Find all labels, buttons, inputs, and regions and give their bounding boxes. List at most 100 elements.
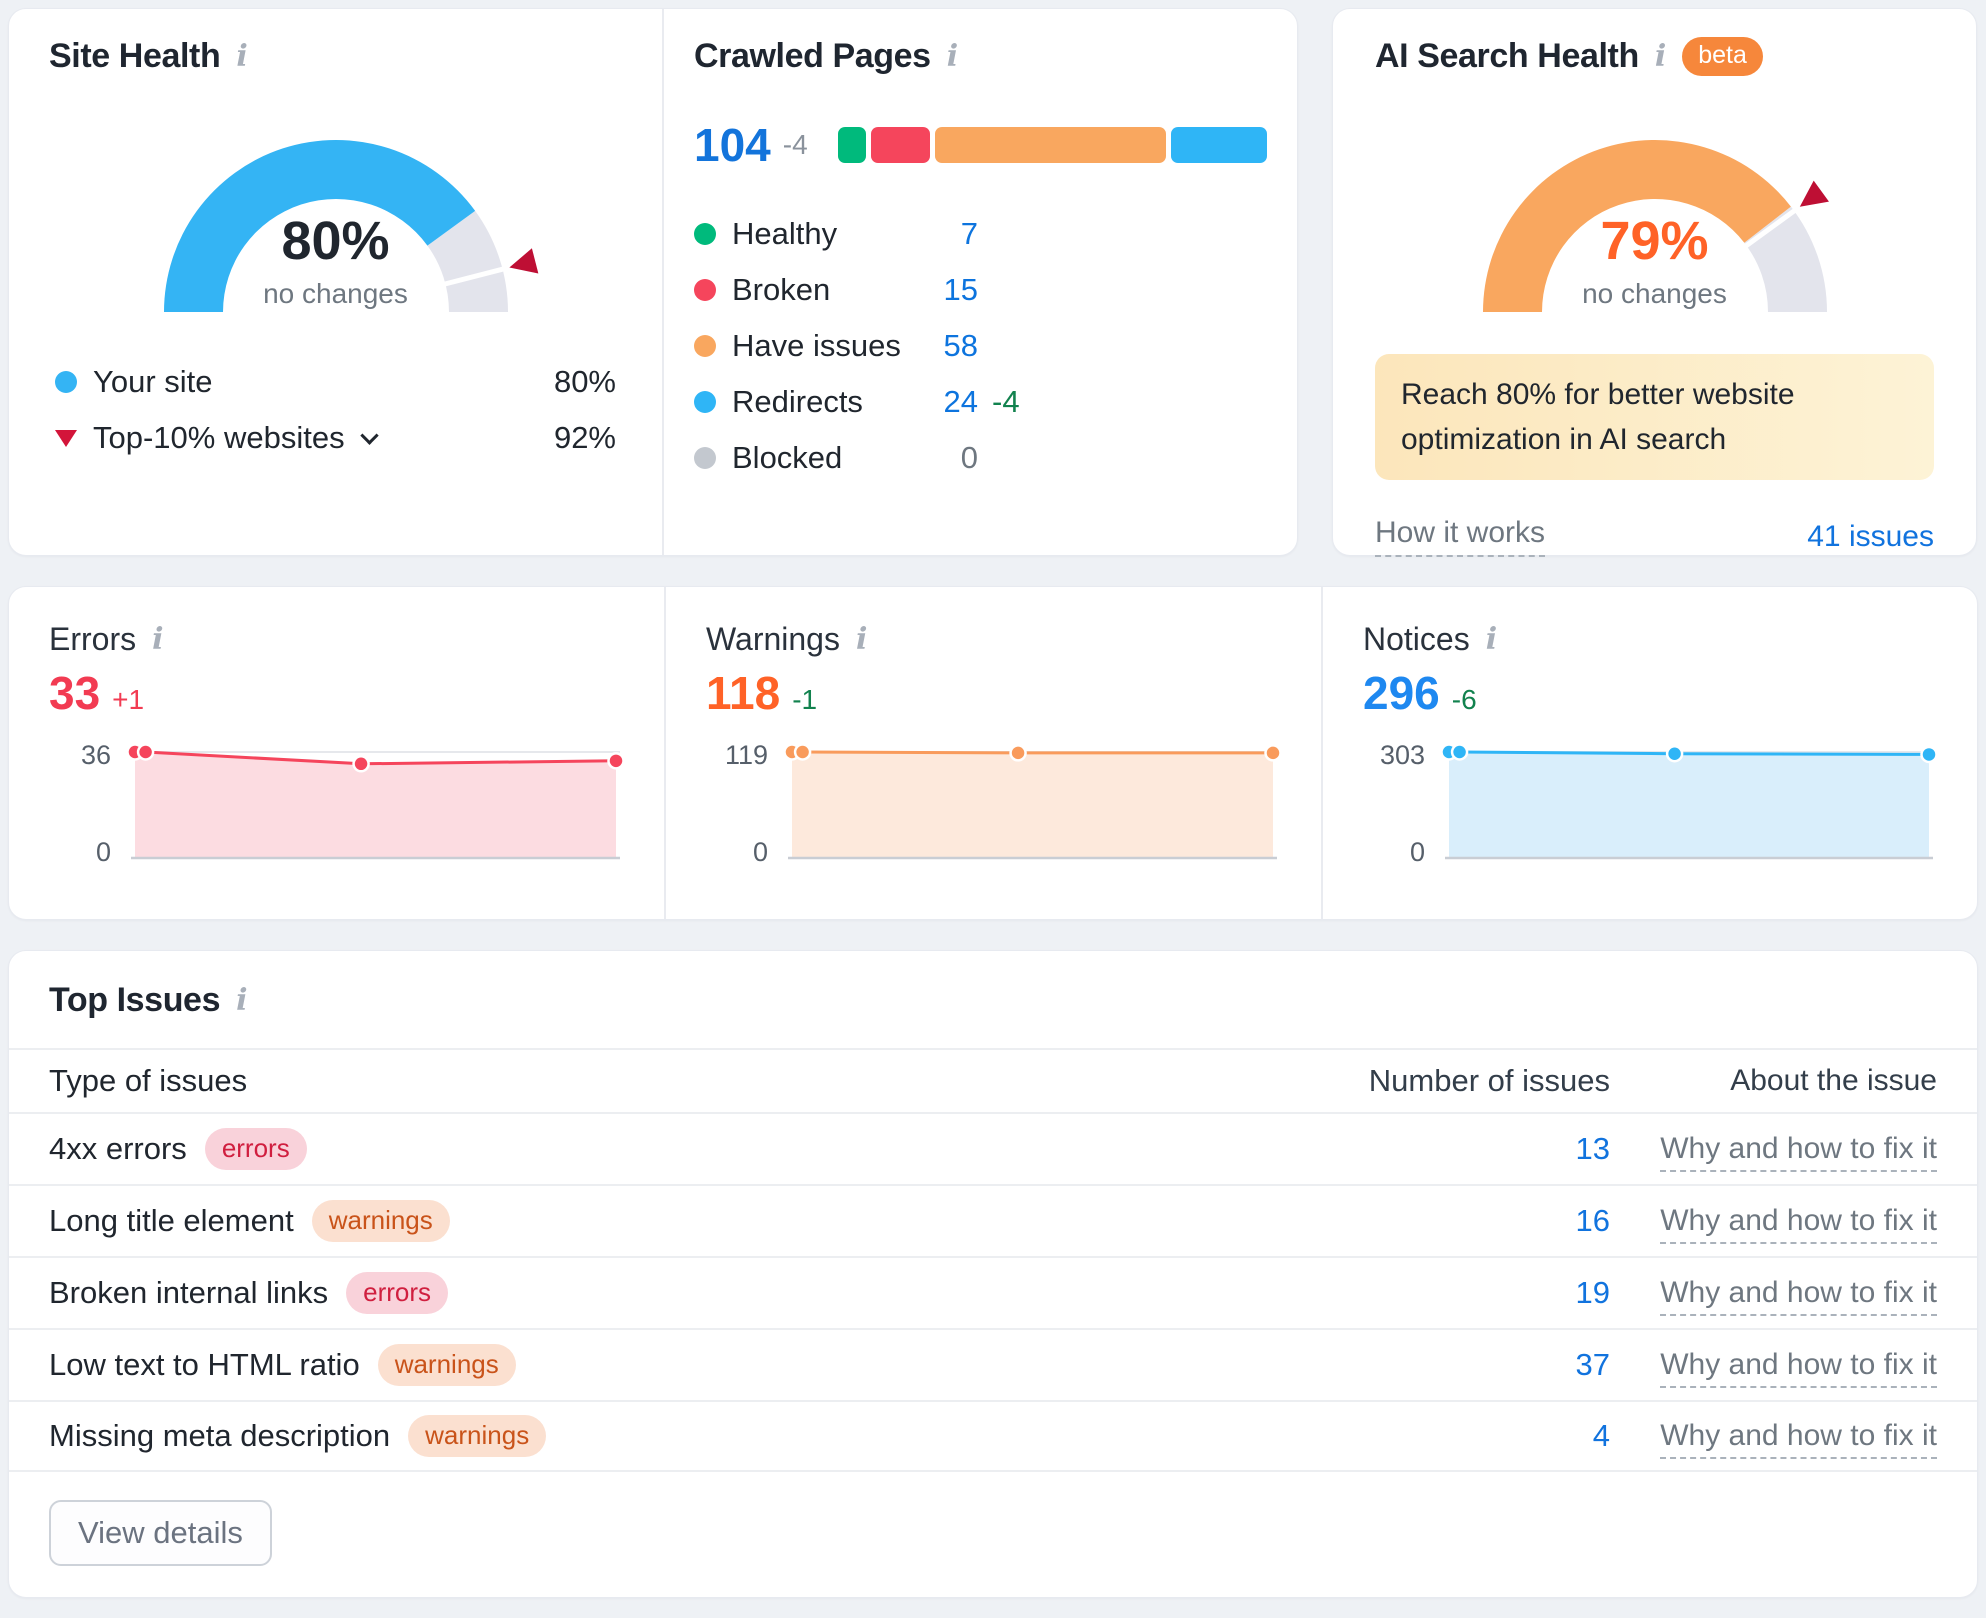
crawled-pages-panel: Crawled Pages i 104 -4 Healthy 7 Broken — [664, 9, 1297, 555]
ai-issues-link[interactable]: 41 issues — [1807, 519, 1934, 553]
dot-icon — [694, 335, 716, 357]
ai-search-callout: Reach 80% for better website optimizatio… — [1375, 354, 1934, 480]
issue-count-link[interactable]: 13 — [1575, 1131, 1610, 1166]
crawled-total: 104 — [694, 119, 771, 171]
issue-count-link[interactable]: 16 — [1575, 1203, 1610, 1238]
panel-divider — [1321, 587, 1323, 919]
issue-severity-badge: warnings — [377, 1344, 516, 1386]
legend-broken: Broken 15 — [694, 270, 1044, 310]
notices-axis: 303 0 — [1379, 740, 1425, 867]
site-health-legend: Your site 80% Top-10% websites 92% — [55, 360, 616, 460]
col-type-of-issues: Type of issues — [49, 1063, 248, 1098]
notices-delta: -6 — [1451, 684, 1477, 715]
overview-row: Site Health i 80% no changes Your site 8… — [8, 8, 1978, 557]
dot-icon — [694, 279, 716, 301]
errors-panel: Errors i 33 +1 36 0 — [9, 587, 664, 919]
warnings-trend-chart — [783, 743, 1282, 862]
errors-axis: 36 0 — [80, 740, 111, 867]
healthy-count-link[interactable]: 7 — [960, 216, 978, 251]
table-header: Type of issues Number of issues About th… — [9, 1048, 1977, 1112]
issue-severity-badge: errors — [204, 1128, 307, 1170]
blocked-count: 0 — [960, 440, 978, 475]
info-icon[interactable]: i — [152, 621, 164, 657]
issue-fix-link[interactable]: Why and how to fix it — [1660, 1204, 1937, 1244]
col-number-of-issues: Number of issues — [1368, 1063, 1610, 1098]
ai-gauge-arc — [1445, 122, 1865, 318]
dot-icon — [694, 391, 716, 413]
have-issues-count-link[interactable]: 58 — [943, 328, 978, 363]
bar-segment-have-issues — [935, 127, 1167, 163]
bar-segment-broken — [870, 127, 931, 163]
issue-count-link[interactable]: 19 — [1575, 1275, 1610, 1310]
issue-name: 4xx errors — [49, 1131, 187, 1166]
info-icon[interactable]: i — [1654, 38, 1667, 74]
view-details-button[interactable]: View details — [49, 1500, 272, 1566]
table-row: 4xx errors errors 13 Why and how to fix … — [9, 1112, 1977, 1184]
errors-title: Errors — [49, 621, 137, 657]
info-icon[interactable]: i — [236, 38, 248, 74]
legend-have-issues: Have issues 58 — [694, 326, 1044, 366]
redirects-count-link[interactable]: 24 — [943, 384, 978, 419]
broken-count-link[interactable]: 15 — [943, 272, 978, 307]
issue-count-link[interactable]: 37 — [1575, 1347, 1610, 1382]
issue-severity-badge: errors — [346, 1272, 449, 1314]
warnings-count: 118 — [706, 667, 781, 719]
chevron-down-icon[interactable] — [359, 425, 379, 445]
issue-name: Low text to HTML ratio — [49, 1347, 360, 1382]
ai-search-health-change: no changes — [1582, 278, 1727, 309]
info-icon[interactable]: i — [946, 38, 959, 74]
errors-count: 33 — [49, 667, 101, 719]
info-icon[interactable]: i — [1485, 621, 1498, 657]
warnings-title: Warnings — [706, 621, 840, 657]
site-health-gauge-arc — [126, 122, 546, 318]
errors-delta: +1 — [112, 684, 145, 715]
ai-search-health-title: AI Search Health — [1375, 37, 1639, 75]
top-issues-title: Top Issues — [49, 981, 221, 1019]
notices-title: Notices — [1363, 621, 1470, 657]
panel-divider — [662, 9, 664, 555]
legend-label: Your site — [93, 364, 213, 399]
issue-fix-link[interactable]: Why and how to fix it — [1660, 1419, 1937, 1459]
errors-trend-chart — [126, 743, 625, 862]
crawled-total-delta: -4 — [782, 129, 808, 160]
dot-icon — [55, 371, 77, 393]
legend-top10-websites[interactable]: Top-10% websites 92% — [55, 416, 616, 460]
legend-redirects: Redirects 24 -4 — [694, 382, 1044, 422]
dot-icon — [694, 223, 716, 245]
site-health-change: no changes — [263, 278, 408, 309]
issue-count-link[interactable]: 4 — [1592, 1418, 1610, 1453]
panel-divider — [664, 587, 666, 919]
ai-search-health-score: 79% — [1600, 211, 1709, 271]
table-row: Long title element warnings 16 Why and h… — [9, 1184, 1977, 1256]
issue-fix-link[interactable]: Why and how to fix it — [1660, 1348, 1937, 1388]
table-row: Low text to HTML ratio warnings 37 Why a… — [9, 1328, 1977, 1400]
issue-fix-link[interactable]: Why and how to fix it — [1660, 1132, 1937, 1172]
beta-badge: beta — [1682, 37, 1763, 76]
site-health-gauge: 80% no changes — [126, 122, 546, 318]
table-row: Missing meta description warnings 4 Why … — [9, 1400, 1977, 1472]
issue-severity-badge: warnings — [311, 1200, 450, 1242]
crawled-pages-legend: Healthy 7 Broken 15 Have issues 58 — [694, 214, 1044, 478]
warnings-panel: Warnings i 118 -1 119 0 — [666, 587, 1321, 919]
table-row: Broken internal links errors 19 Why and … — [9, 1256, 1977, 1328]
legend-value: 80% — [553, 364, 616, 399]
info-icon[interactable]: i — [236, 982, 248, 1018]
how-it-works-link[interactable]: How it works — [1375, 516, 1546, 557]
bar-segment-healthy — [837, 127, 866, 163]
ai-search-health-card: AI Search Health i beta 79% no changes R… — [1332, 8, 1977, 557]
warnings-delta: -1 — [792, 684, 818, 715]
issue-name: Long title element — [49, 1203, 294, 1238]
metrics-card: Errors i 33 +1 36 0 Warnings i 118 -1 11… — [8, 586, 1978, 920]
issue-fix-link[interactable]: Why and how to fix it — [1660, 1276, 1937, 1316]
notices-trend-chart — [1440, 743, 1938, 862]
crawled-pages-bar — [837, 127, 1268, 163]
warnings-axis: 119 0 — [724, 740, 768, 867]
info-icon[interactable]: i — [855, 621, 868, 657]
legend-value: 92% — [553, 420, 616, 455]
col-about-the-issue: About the issue — [1730, 1064, 1937, 1097]
notices-panel: Notices i 296 -6 303 0 — [1323, 587, 1977, 919]
site-health-panel: Site Health i 80% no changes Your site 8… — [9, 9, 662, 555]
issue-name: Missing meta description — [49, 1418, 391, 1453]
crawled-pages-title: Crawled Pages — [694, 37, 931, 75]
legend-your-site: Your site 80% — [55, 360, 616, 404]
